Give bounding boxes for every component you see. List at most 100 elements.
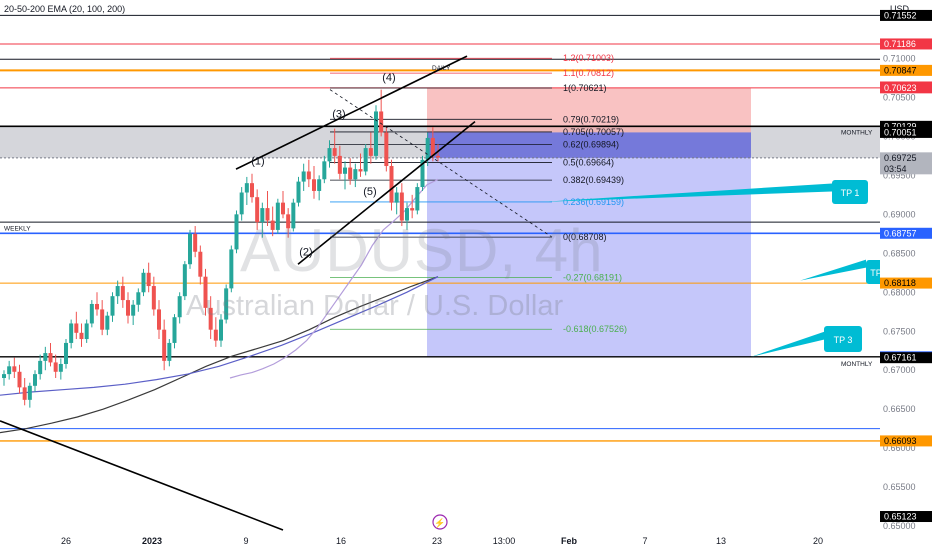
candle-body [136, 292, 141, 305]
candle-body [358, 169, 363, 172]
channel-lower-line [297, 120, 476, 265]
candle-body [425, 137, 430, 160]
candle-body [405, 208, 409, 221]
wave-label: (4) [382, 72, 395, 84]
indicator-label[interactable]: 20-50-200 EMA (20, 100, 200) [4, 4, 126, 14]
price-tick-label: 0.69500 [883, 170, 916, 180]
candle-body [410, 208, 415, 211]
price-badge-sublabel: 03:54 [884, 164, 907, 174]
candle-body [384, 132, 389, 167]
candle-body [322, 161, 327, 180]
candle-body [332, 148, 337, 156]
price-tick-label: 0.66500 [883, 404, 916, 414]
candle-body [327, 148, 332, 162]
wave-label: (3) [332, 109, 345, 121]
price-badge [880, 64, 932, 76]
price-badge-label: 0.68118 [884, 278, 916, 288]
price-tick-label: 0.71000 [883, 53, 916, 63]
candle-body [157, 309, 161, 330]
fib-level-label: 0.382(0.69439) [563, 175, 624, 185]
take-profit-box [824, 326, 862, 352]
candle-body [100, 309, 105, 330]
price-badge-label: 0.65123 [884, 512, 917, 522]
take-profit-pointer [800, 259, 866, 281]
candle-body [389, 166, 394, 203]
take-profit-label: TP [870, 268, 882, 278]
candle-body [162, 329, 167, 361]
candle-body [43, 353, 48, 361]
wave-label: (2) [299, 247, 312, 259]
candle-body [353, 169, 358, 180]
candle-body [379, 111, 384, 133]
candle-body [79, 332, 84, 340]
price-badge-label: 0.70051 [884, 127, 917, 137]
price-tick-label: 0.65500 [883, 482, 916, 492]
candle-body [188, 233, 192, 265]
candle-body [126, 300, 130, 316]
fib-level-label: 1(0.70621) [563, 83, 607, 93]
candle-body [286, 214, 291, 229]
candle-body [74, 323, 79, 333]
candle-body [275, 202, 280, 230]
candle-body [105, 315, 110, 330]
candle-body [265, 208, 270, 221]
price-badge [880, 38, 932, 50]
candle-body [198, 251, 203, 277]
candle-body [141, 272, 146, 293]
channel-upper-line [235, 55, 468, 170]
candle-body [182, 264, 187, 297]
time-tick-label: 16 [336, 536, 346, 546]
take-profit-label: TP 3 [834, 335, 853, 345]
time-tick-label: 2023 [142, 536, 162, 546]
candle-body [151, 286, 156, 310]
candle-body [7, 366, 12, 375]
price-tick-label: 0.66000 [883, 443, 916, 453]
candle-body [167, 342, 172, 361]
candle-body [317, 179, 322, 191]
candle-body [12, 366, 17, 372]
candle-body [95, 303, 99, 310]
candle-body [291, 202, 296, 229]
take-profit-label: TP 1 [841, 188, 860, 198]
candle-body [203, 276, 208, 308]
time-tick-label: 26 [61, 536, 71, 546]
time-tick-label: 9 [243, 536, 248, 546]
candle-body [48, 353, 53, 363]
time-tick-label: 20 [813, 536, 823, 546]
candle-body [374, 111, 378, 156]
price-badge-label: 0.70847 [884, 65, 917, 75]
candle-body [436, 155, 440, 158]
price-badge [880, 435, 932, 447]
candle-body [38, 360, 43, 375]
candle-body [399, 192, 404, 221]
candle-body [64, 342, 68, 364]
price-tick-label: 0.68500 [883, 248, 916, 258]
candle-body [110, 296, 115, 316]
candle-body [348, 167, 353, 180]
time-tick-label: 23 [432, 536, 442, 546]
candle-body [69, 323, 74, 343]
candle-body [343, 167, 347, 174]
monthly-label: MONTHLY [841, 361, 873, 368]
candle-body [89, 303, 94, 324]
candle-body [53, 362, 58, 372]
candle-body [420, 159, 425, 188]
ema-100-line [0, 276, 439, 396]
candle-body [22, 387, 27, 400]
candle-body [250, 183, 254, 198]
price-badge [880, 120, 932, 132]
fib-level-label: 0.79(0.70219) [563, 114, 619, 124]
candle-body [84, 323, 89, 340]
price-badge-label: 0.70623 [884, 83, 917, 93]
candle-body [2, 374, 6, 379]
fib-level-label: -0.27(0.68191) [563, 272, 622, 282]
candle-body [224, 288, 229, 320]
price-badge-label: 0.71186 [884, 39, 916, 49]
candle-body [193, 233, 198, 252]
take-profit-pointer [541, 183, 832, 202]
take-profit-pointer [751, 331, 826, 357]
fib-level-label: 1.1(0.70812) [563, 68, 614, 78]
candle-body [208, 307, 213, 330]
watermark-symbol: AUDUSD, 4h [240, 217, 604, 284]
